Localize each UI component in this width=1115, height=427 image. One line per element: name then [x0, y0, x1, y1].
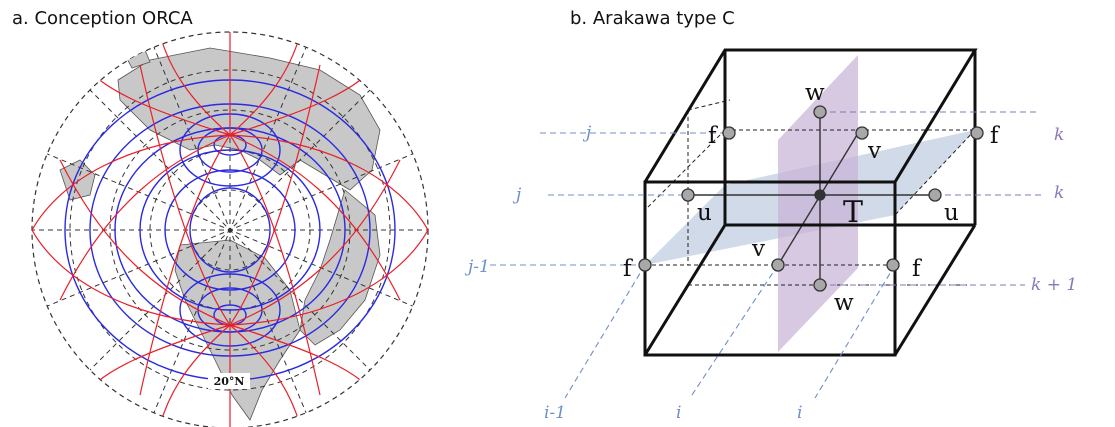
point-labels: w f v f u T u v f f w [623, 80, 1000, 316]
label-w-bottom: w [834, 290, 854, 316]
point-f-front-right [886, 258, 900, 272]
point-u-right [928, 188, 942, 202]
point-v-back [855, 126, 869, 140]
point-f-back-left [722, 126, 736, 140]
index-i-minus-1: i-1 [544, 403, 566, 423]
orca-globe: 20°N [31, 31, 429, 427]
point-u-left [681, 188, 695, 202]
index-j-minus-1: j-1 [464, 257, 490, 277]
point-v-front [771, 258, 785, 272]
label-f-front-left: f [623, 256, 633, 282]
point-w-bottom [813, 278, 827, 292]
label-w-top: w [805, 80, 825, 106]
index-k-plus-1: k + 1 [1031, 275, 1077, 295]
label-f-back-left: f [708, 123, 718, 149]
point-f-front-left [638, 258, 652, 272]
latitude-label-bg [208, 373, 250, 389]
index-j-back: j [582, 123, 592, 143]
index-j-mid: j [512, 185, 522, 205]
label-f-back-right: f [990, 123, 1000, 149]
label-v-front: v [751, 236, 765, 262]
vertical-plane [778, 55, 858, 352]
label-v-back: v [867, 138, 881, 164]
index-labels: j j j-1 k k k + 1 i-1 i i [464, 123, 1077, 423]
panel-a-title: a. Conception ORCA [12, 8, 193, 29]
panel-b-title: b. Arakawa type C [570, 8, 735, 29]
red-grid-lines [32, 32, 428, 427]
index-i-left: i [676, 403, 681, 423]
arakawa-cell: w f v f u T u v f f w j j j-1 k k k + 1 … [464, 48, 1077, 423]
grid-points [638, 105, 984, 292]
index-k-mid: k [1054, 183, 1064, 203]
point-T [814, 189, 826, 201]
label-u-right: u [944, 200, 959, 226]
index-i-right: i [797, 403, 802, 423]
index-k-top: k [1054, 125, 1064, 145]
point-f-back-right [970, 126, 984, 140]
label-u-left: u [697, 200, 712, 226]
index-guides [490, 111, 1045, 399]
label-f-front-right: f [912, 256, 922, 282]
latitude-label: 20°N [214, 375, 245, 388]
label-T: T [843, 195, 863, 230]
point-w-top [813, 105, 827, 119]
cube-outline [643, 48, 978, 357]
